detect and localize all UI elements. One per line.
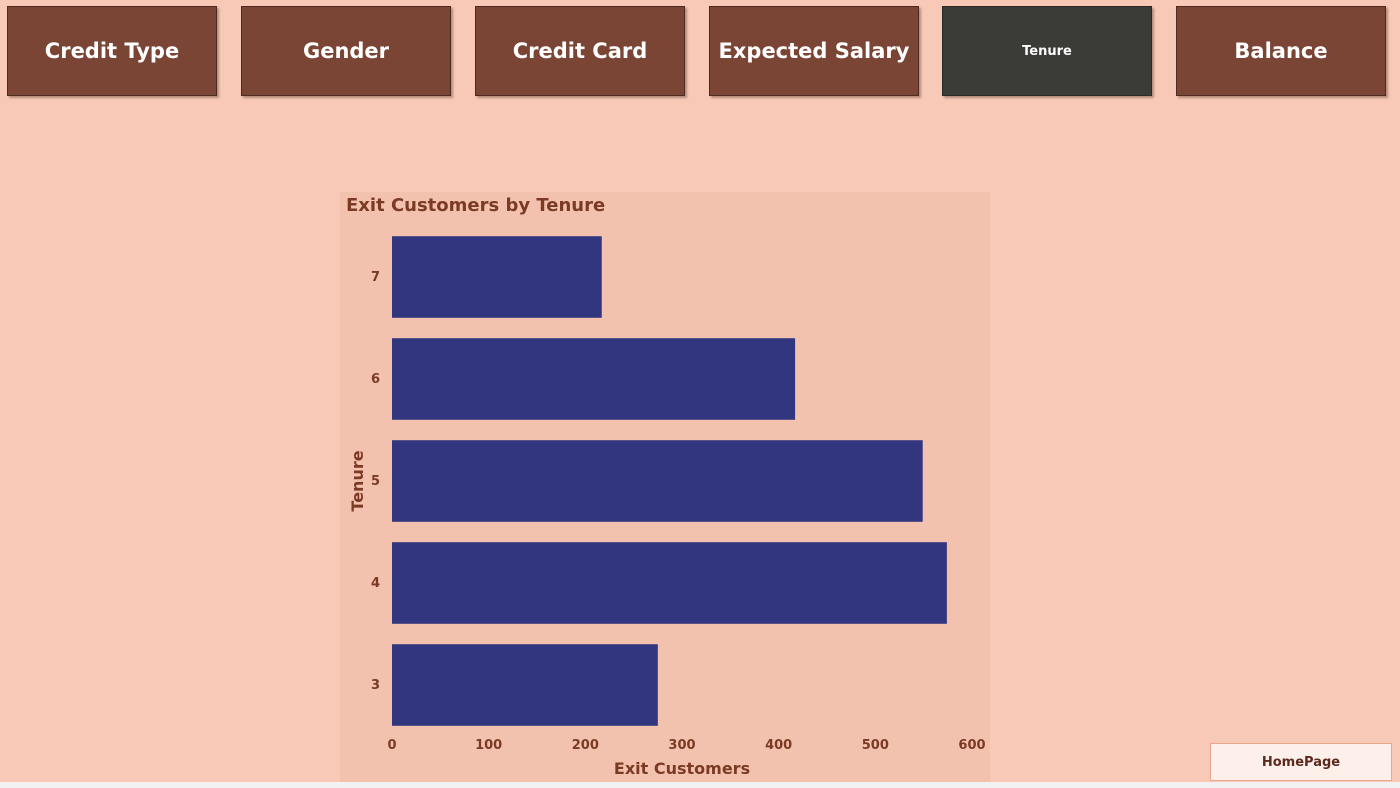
x-tick-label: 300 [668, 738, 695, 753]
x-tick-label: 600 [958, 738, 985, 753]
bar-tenure-4 [392, 542, 947, 624]
x-tick-label: 200 [572, 738, 599, 753]
x-tick-label: 400 [765, 738, 792, 753]
nav-button-label: Expected Salary [718, 39, 910, 63]
nav-button-credit-card[interactable]: Credit Card [475, 6, 685, 96]
chart-title: Exit Customers by Tenure [346, 195, 606, 216]
nav-button-label: Credit Card [512, 39, 648, 63]
bar-tenure-3 [392, 644, 658, 726]
nav-button-gender[interactable]: Gender [241, 6, 451, 96]
nav-button-label: Credit Type [44, 39, 180, 63]
bar-chart: 7 6 5 4 3 0 100 200 300 400 500 600 Exit Customers Te… [348, 236, 986, 778]
bar-tenure-5 [392, 440, 923, 522]
y-tick-label: 6 [371, 372, 380, 387]
nav-button-label: Balance [1234, 39, 1328, 63]
nav-button-tenure[interactable]: Tenure [942, 6, 1152, 96]
nav-button-balance[interactable]: Balance [1176, 6, 1386, 96]
nav-button-credit-type[interactable]: Credit Type [7, 6, 217, 96]
x-tick-label: 500 [862, 738, 889, 753]
x-axis-label: Exit Customers [614, 759, 750, 778]
nav-button-label: Tenure [1022, 43, 1072, 59]
nav-button-expected-salary[interactable]: Expected Salary [709, 6, 919, 96]
nav-button-label: Gender [302, 39, 390, 63]
homepage-button[interactable]: HomePage [1210, 743, 1392, 781]
y-tick-label: 3 [371, 678, 380, 693]
y-tick-label: 5 [371, 474, 380, 489]
bar-tenure-7 [392, 236, 602, 318]
y-tick-label: 4 [371, 576, 380, 591]
x-tick-label: 100 [475, 738, 502, 753]
y-axis-label: Tenure [348, 450, 367, 511]
bar-tenure-6 [392, 338, 796, 420]
chart-panel: Exit Customers by Tenure 7 6 5 4 3 0 100 200 300… [340, 192, 990, 782]
y-tick-label: 7 [371, 270, 380, 285]
homepage-button-label: HomePage [1261, 754, 1341, 770]
x-tick-label: 0 [387, 738, 396, 753]
